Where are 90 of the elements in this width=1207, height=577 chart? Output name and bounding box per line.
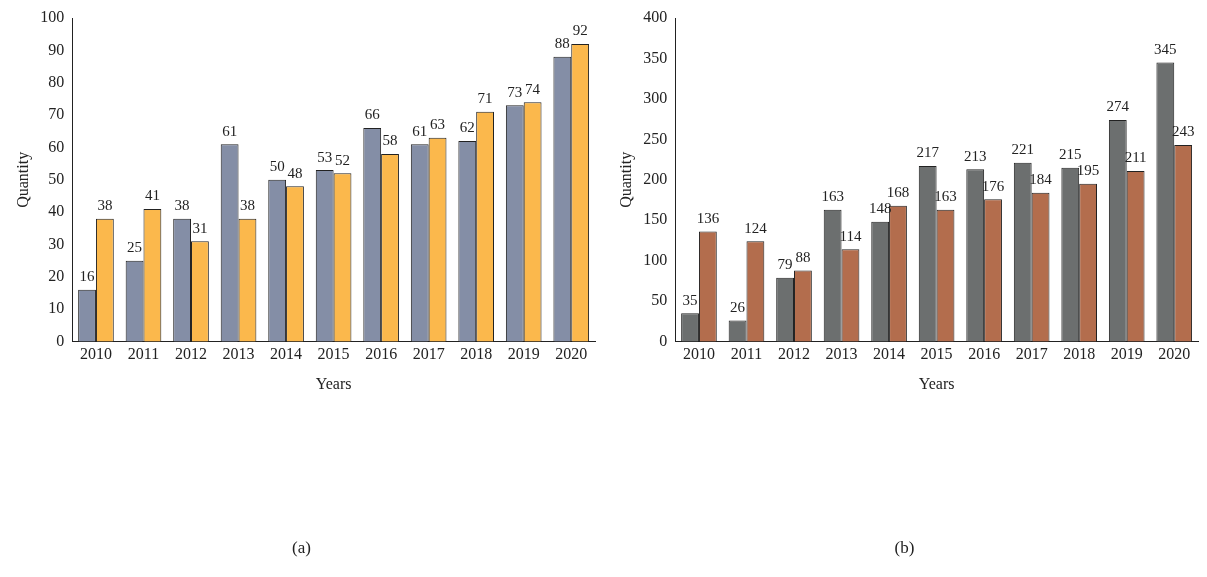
data-label: 195 (1076, 162, 1100, 179)
y-tick-label: 50 (48, 170, 65, 187)
x-tick-label: 2019 (1110, 345, 1143, 363)
x-tick-label: 2010 (79, 345, 112, 363)
y-tick-label: 30 (48, 234, 65, 252)
y-tick-label: 10 (48, 299, 65, 317)
data-label: 211 (1124, 149, 1147, 166)
data-label: 274 (1106, 98, 1130, 115)
y-tick-label: 200 (643, 170, 668, 187)
x-axis-title: Years (315, 374, 352, 392)
data-label: 217 (916, 144, 940, 161)
data-label: 35 (682, 291, 698, 308)
y-tick-label: 60 (48, 137, 65, 155)
x-tick-label: 2015 (920, 345, 953, 363)
data-label: 136 (696, 210, 720, 227)
data-label: 50 (269, 158, 285, 175)
x-tick-label: 2011 (127, 345, 160, 363)
data-label: 48 (287, 164, 303, 181)
data-label: 38 (97, 197, 113, 214)
y-tick-label: 300 (643, 89, 668, 107)
data-label: 26 (730, 299, 746, 315)
data-label: 148 (868, 200, 892, 217)
x-tick-label: 2011 (730, 345, 763, 363)
y-tick-label: 350 (643, 48, 668, 66)
data-label: 345 (1154, 40, 1177, 57)
data-label: 58 (382, 132, 398, 149)
x-tick-label: 2014 (873, 345, 906, 363)
y-tick-label: 80 (48, 72, 65, 90)
x-axis-title: Years (918, 374, 955, 392)
x-tick-label: 2013 (222, 345, 255, 363)
data-label: 92 (572, 22, 588, 39)
text: (b) (893, 538, 916, 558)
y-tick-label: 150 (643, 210, 668, 228)
x-tick-label: 2018 (460, 345, 493, 363)
data-label: 53 (317, 148, 333, 165)
data-label: 52 (335, 151, 351, 168)
data-label: 74 (525, 80, 541, 97)
data-label: 31 (192, 219, 208, 236)
data-label: 41 (144, 187, 160, 204)
x-tick-label: 2012 (175, 345, 208, 363)
x-tick-label: 2015 (317, 345, 350, 363)
data-label: 88 (554, 35, 570, 52)
data-label: 168 (886, 184, 910, 201)
x-tick-label: 2020 (555, 345, 588, 363)
y-axis-title: Quantity (616, 151, 635, 208)
data-label: 215 (1059, 146, 1082, 163)
x-tick-label: 2020 (1158, 345, 1191, 363)
x-tick-label: 2013 (825, 345, 858, 363)
data-label: 61 (222, 122, 238, 139)
data-label: 25 (127, 239, 143, 256)
x-tick-label: 2012 (778, 345, 811, 363)
data-label: 163 (821, 188, 844, 205)
y-axis-title: Quantity (13, 151, 32, 208)
text: (a) (291, 538, 312, 558)
data-label: 71 (477, 90, 493, 107)
data-label: 88 (795, 248, 811, 265)
y-tick-label: 0 (659, 331, 668, 349)
y-tick-label: 90 (48, 40, 65, 58)
x-tick-label: 2018 (1063, 345, 1096, 363)
data-label: 61 (412, 122, 428, 139)
data-label: 16 (79, 268, 96, 285)
data-label: 38 (239, 197, 255, 214)
y-tick-label: 400 (643, 8, 668, 26)
y-tick-label: 50 (651, 291, 668, 309)
y-tick-label: 40 (48, 202, 65, 220)
data-label: 213 (963, 147, 987, 164)
y-tick-label: 100 (643, 250, 668, 268)
data-label: 221 (1011, 141, 1034, 158)
x-tick-label: 2017 (1015, 345, 1048, 363)
y-tick-label: 0 (56, 331, 65, 349)
y-tick-label: 20 (48, 267, 65, 285)
x-tick-label: 2016 (365, 345, 398, 363)
data-label: 184 (1029, 171, 1053, 188)
data-label: 163 (934, 188, 957, 205)
y-tick-label: 250 (643, 129, 668, 147)
data-label: 79 (777, 256, 793, 273)
data-label: 66 (364, 106, 381, 123)
y-tick-label: 70 (48, 105, 65, 123)
data-label: 73 (507, 83, 523, 100)
data-label: 124 (744, 219, 768, 236)
data-label: 114 (839, 227, 862, 244)
data-label: 38 (174, 197, 190, 214)
y-tick-label: 100 (40, 8, 65, 26)
data-label: 62 (459, 119, 475, 136)
x-tick-label: 2010 (682, 345, 715, 363)
x-tick-label: 2017 (412, 345, 445, 363)
data-label: 63 (430, 116, 446, 133)
x-tick-label: 2016 (968, 345, 1001, 363)
x-tick-label: 2019 (507, 345, 540, 363)
x-tick-label: 2014 (270, 345, 303, 363)
